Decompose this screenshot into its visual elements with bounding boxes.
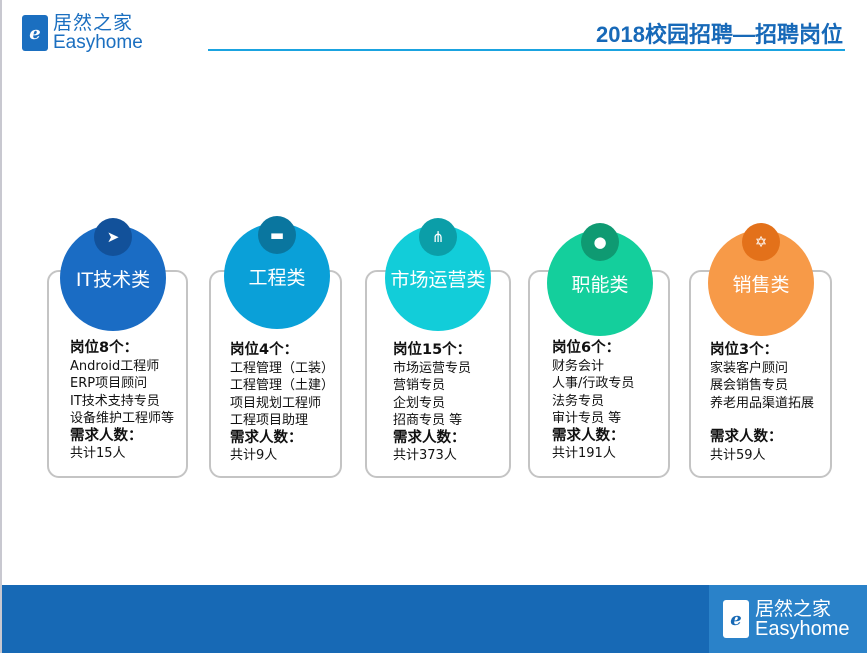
position-item: 项目规划工程师 xyxy=(230,395,322,411)
star-icon: ✡ xyxy=(742,223,780,261)
demand-count: 共计9人 xyxy=(230,448,278,463)
positions-count: 岗位15个： xyxy=(393,342,472,358)
position-item: IT技术支持专员 xyxy=(70,393,160,409)
position-item: 设备维护工程师等 xyxy=(70,411,175,426)
demand-label: 需求人数： xyxy=(710,429,783,445)
positions-count: 岗位6个： xyxy=(552,340,621,356)
demand-label: 需求人数： xyxy=(230,429,303,446)
logo-cn: 居然之家 xyxy=(53,12,134,34)
title-divider xyxy=(208,49,845,51)
category-card xyxy=(365,270,511,478)
position-item: 家装客户顾问 xyxy=(710,360,789,376)
category-name: 市场运营类 xyxy=(390,268,486,291)
category-name: 销售类 xyxy=(732,273,790,296)
positions-count: 岗位8个： xyxy=(70,340,139,356)
page-title: 2018校园招聘—招聘岗位 xyxy=(596,22,843,47)
footer-logo: e 居然之家 Easyhome xyxy=(709,585,867,653)
position-item: 市场运营专员 xyxy=(393,360,472,376)
logo-mark: e xyxy=(723,600,749,638)
position-item: Android工程师 xyxy=(70,358,160,374)
category-name: IT技术类 xyxy=(75,268,151,291)
category-details: 岗位15个： 市场运营专员 营销专员企划专员招商专员 等需求人数： 共计373人 xyxy=(393,342,471,465)
category-name: 工程类 xyxy=(248,266,306,289)
position-item: 养老用品渠道拓展 xyxy=(710,395,815,411)
demand-count: 共计15人 xyxy=(70,446,126,461)
position-item: 财务会计 xyxy=(552,358,605,374)
position-item: 营销专员 xyxy=(393,378,446,393)
position-item: 工程项目助理 xyxy=(230,413,309,428)
user-icon: ● xyxy=(581,223,619,261)
paper-plane-icon: ➤ xyxy=(94,218,132,256)
category-circle: 销售类 xyxy=(708,230,814,336)
logo-en: Easyhome xyxy=(755,617,850,640)
demand-label: 需求人数： xyxy=(393,429,466,446)
folder-icon: ▬ xyxy=(258,216,296,254)
category-details: 岗位8个： Android工程师 ERP项目顾问 IT技术支持专员 设备维护工程师等 需求… xyxy=(70,340,174,463)
position-item: ERP项目顾问 xyxy=(70,376,148,391)
position-item: 招商专员 等 xyxy=(393,413,463,428)
positions-count: 岗位3个： xyxy=(710,342,779,358)
header-logo: e 居然之家 Easyhome xyxy=(22,14,143,52)
logo-mark: e xyxy=(22,15,48,51)
position-item: 展会销售专员 xyxy=(710,378,789,393)
network-icon: ⋔ xyxy=(419,218,457,256)
category-details: 岗位4个： 工程管理（工装） 工程管理（土建） 项目规划工程师 工程项目助理 需求人数： … xyxy=(230,342,334,465)
positions-count: 岗位4个： xyxy=(230,342,299,358)
logo-cn: 居然之家 xyxy=(755,597,832,620)
demand-count: 共计191人 xyxy=(552,446,616,461)
demand-count: 共计59人 xyxy=(710,447,766,463)
position-item: 工程管理（土建） xyxy=(230,378,335,393)
position-item: 人事/行政专员 xyxy=(552,376,635,391)
demand-label: 需求人数： xyxy=(552,427,625,444)
logo-en: Easyhome xyxy=(53,32,143,53)
demand-label: 需求人数： xyxy=(70,427,143,444)
demand-count: 共计373人 xyxy=(393,448,457,463)
position-item: 审计专员 等 xyxy=(552,411,622,426)
category-details: 岗位3个： 家装客户顾问 展会销售专员养老用品渠道拓展 需求人数： 共计59人 xyxy=(710,342,814,464)
category-details: 岗位6个： 财务会计人事/行政专员 法务专员审计专员 等需求人数： 共计191人 xyxy=(552,340,634,463)
position-item: 法务专员 xyxy=(552,393,605,409)
category-name: 职能类 xyxy=(571,273,629,296)
position-item: 企划专员 xyxy=(393,395,446,411)
position-item: 工程管理（工装） xyxy=(230,360,335,376)
